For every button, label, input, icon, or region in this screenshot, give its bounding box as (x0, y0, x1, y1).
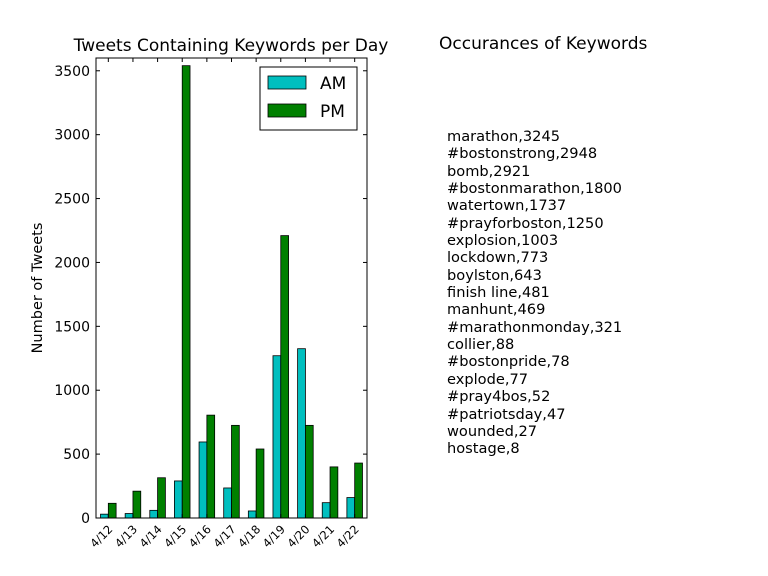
keyword-item: #prayforboston,1250 (447, 214, 604, 232)
chart-title: Tweets Containing Keywords per Day (73, 36, 389, 56)
bar-am (223, 487, 232, 519)
keyword-item: #pray4bos,52 (447, 388, 551, 406)
keyword-item: finish line,481 (447, 284, 550, 302)
bar-pm (206, 414, 216, 519)
keyword-item: lockdown,773 (447, 249, 549, 267)
y-tick-label: 0 (81, 511, 90, 527)
y-tick-label: 1000 (54, 383, 90, 399)
keyword-item: #marathonmonday,321 (447, 318, 623, 336)
bar-pm (132, 490, 142, 519)
x-tick-label: 4/18 (235, 522, 263, 550)
bar-pm (305, 424, 314, 519)
bar-am (321, 502, 331, 519)
y-tick-label: 500 (63, 447, 90, 463)
legend-label-pm: PM (320, 102, 345, 122)
keyword-item: #bostonpride,78 (447, 353, 570, 371)
bar-am (100, 513, 109, 519)
y-tick-label: 2000 (54, 255, 90, 271)
keyword-item: marathon,3245 (447, 128, 561, 145)
keyword-item: explosion,1003 (447, 232, 559, 250)
keyword-item: bomb,2921 (447, 162, 531, 180)
bar-pm (157, 477, 166, 519)
bar-pm (255, 448, 265, 519)
bar-pm (231, 424, 240, 519)
bar-pm (107, 502, 117, 519)
bar-am (297, 348, 306, 519)
keywords-panel-title: Occurances of Keywords (439, 34, 648, 54)
x-tick-label: 4/14 (137, 522, 165, 550)
keyword-item: boylston,643 (447, 266, 542, 284)
x-tick-label: 4/21 (309, 522, 337, 550)
keyword-item: manhunt,469 (447, 301, 546, 319)
bar-pm (329, 466, 339, 519)
bar-am (272, 355, 282, 519)
x-tick-label: 4/19 (260, 522, 288, 550)
x-tick-label: 4/22 (334, 522, 362, 550)
bar-am (198, 441, 208, 519)
x-tick-label: 4/15 (161, 522, 189, 550)
y-axis-label: Number of Tweets (30, 223, 46, 354)
keyword-item: #bostonstrong,2948 (447, 145, 598, 163)
keyword-item: watertown,1737 (447, 197, 567, 215)
bar-am (124, 513, 134, 519)
legend-label-am: AM (320, 74, 346, 94)
x-tick-label: 4/20 (284, 522, 312, 550)
bar-am (174, 480, 183, 519)
keyword-item: wounded,27 (447, 422, 538, 440)
x-tick-label: 4/12 (87, 522, 115, 550)
bar-am (149, 509, 158, 519)
bar-am (346, 497, 356, 519)
x-tick-label: 4/13 (112, 522, 140, 550)
legend-swatch-am (267, 75, 307, 90)
bar-pm (181, 65, 191, 519)
keyword-list: marathon,3245 #bostonstrong,2948 bomb,2921… (447, 128, 622, 458)
y-tick-label: 2500 (54, 192, 90, 208)
x-tick-label: 4/16 (186, 522, 214, 550)
keyword-item: collier,88 (447, 336, 515, 354)
bar-plot: 0 500 1000 1500 2000 2500 3000 3500 4/124/134/14… (54, 57, 368, 550)
keyword-item: explode,77 (447, 370, 529, 388)
bar-pm (354, 462, 363, 519)
legend-swatch-pm (267, 103, 307, 118)
bar-pm (280, 235, 289, 519)
keyword-item: #patriotsday,47 (447, 405, 566, 423)
y-tick-label: 3500 (54, 64, 90, 80)
keyword-item: hostage,8 (447, 440, 520, 458)
keyword-item: #bostonmarathon,1800 (447, 180, 622, 198)
y-tick-label: 1500 (54, 319, 90, 335)
y-tick-label: 3000 (54, 128, 90, 144)
bar-am (247, 510, 257, 519)
x-tick-label: 4/17 (210, 522, 238, 550)
